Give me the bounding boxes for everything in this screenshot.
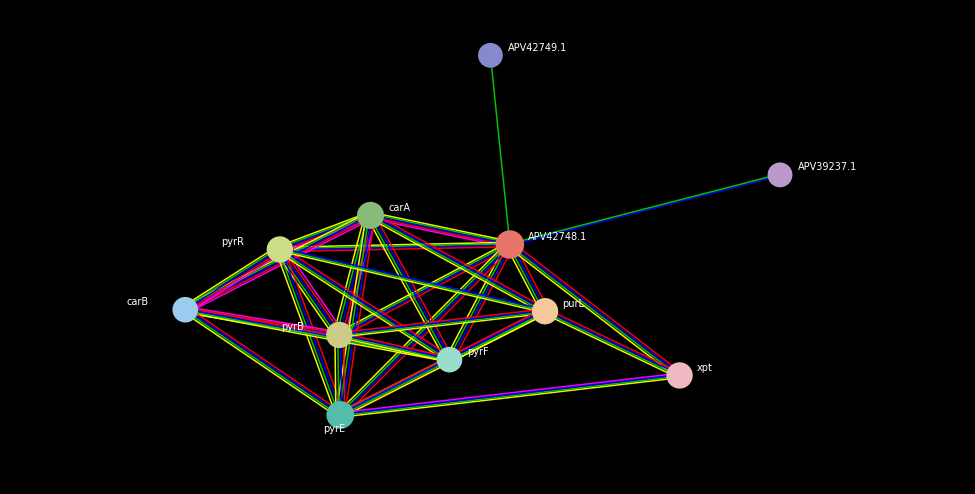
Text: purL: purL <box>563 299 585 309</box>
Text: APV42748.1: APV42748.1 <box>527 232 587 242</box>
Text: carA: carA <box>388 203 410 213</box>
Point <box>332 331 347 339</box>
Text: APV39237.1: APV39237.1 <box>798 163 857 172</box>
Point <box>363 211 378 219</box>
Text: carB: carB <box>127 297 149 307</box>
Text: pyrE: pyrE <box>323 424 345 434</box>
Text: pyrR: pyrR <box>221 237 244 247</box>
Point <box>772 171 788 179</box>
Point <box>672 371 687 379</box>
Point <box>483 51 498 59</box>
Point <box>332 411 348 419</box>
Text: pyrF: pyrF <box>467 347 488 357</box>
Point <box>177 306 193 314</box>
Text: pyrB: pyrB <box>281 323 303 332</box>
Text: xpt: xpt <box>697 363 713 373</box>
Text: APV42749.1: APV42749.1 <box>508 43 567 53</box>
Point <box>272 246 288 253</box>
Point <box>442 356 457 364</box>
Point <box>537 307 553 315</box>
Point <box>502 241 518 248</box>
